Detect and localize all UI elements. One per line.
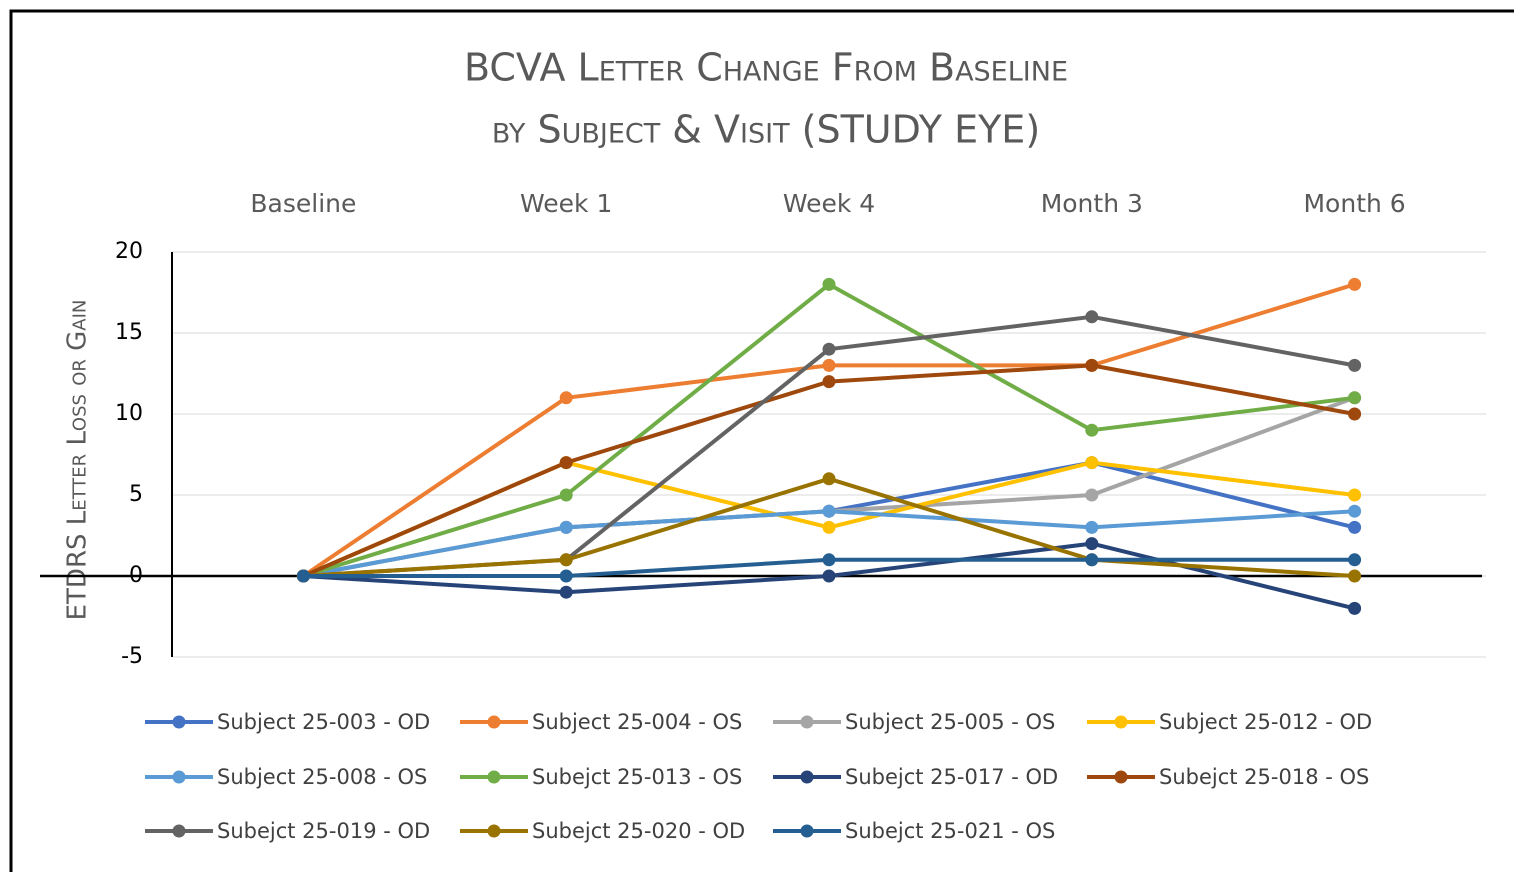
legend-marker <box>172 715 186 729</box>
chart-title: BCVA Letter Change From Baseline <box>464 46 1068 90</box>
data-point <box>1085 488 1099 502</box>
y-tick-label: 5 <box>129 482 143 507</box>
data-point <box>559 585 573 599</box>
legend-marker <box>172 770 186 784</box>
legend-label: Subject 25-012 - OD <box>1159 710 1372 734</box>
y-tick-label: 10 <box>115 401 143 426</box>
legend-label: Subject 25-003 - OD <box>217 710 430 734</box>
legend-marker <box>1114 715 1128 729</box>
y-tick-label: 20 <box>115 239 143 264</box>
data-point <box>1348 569 1362 583</box>
data-point <box>1085 423 1099 437</box>
legend-label: Subject 25-008 - OS <box>217 765 427 789</box>
data-point <box>822 504 836 518</box>
legend-label: Subject 25-004 - OS <box>532 710 742 734</box>
chart-border <box>9 9 1514 872</box>
legend-marker <box>487 715 501 729</box>
legend-marker <box>487 824 501 838</box>
y-axis-label: ETDRS Letter Loss or Gain <box>63 300 93 621</box>
data-point <box>559 488 573 502</box>
data-point <box>822 342 836 356</box>
data-point <box>296 569 310 583</box>
data-point <box>822 520 836 534</box>
legend-marker <box>800 824 814 838</box>
data-point <box>1085 310 1099 324</box>
legend-label: Subejct 25-017 - OD <box>845 765 1058 789</box>
y-tick-label: -5 <box>121 644 143 669</box>
data-point <box>1348 358 1362 372</box>
y-tick-label: 15 <box>115 320 143 345</box>
data-point <box>822 358 836 372</box>
data-point <box>1348 407 1362 421</box>
data-point <box>822 553 836 567</box>
legend-label: Subejct 25-021 - OS <box>845 819 1055 843</box>
legend-marker <box>800 770 814 784</box>
data-point <box>1348 520 1362 534</box>
data-point <box>559 520 573 534</box>
x-tick-label: Week 1 <box>520 189 612 218</box>
x-tick-label: Month 3 <box>1041 189 1143 218</box>
chart-subtitle: by Subject & Visit (STUDY EYE) <box>492 108 1040 152</box>
x-tick-label: Baseline <box>250 189 356 218</box>
x-tick-label: Month 6 <box>1303 189 1405 218</box>
legend-label: Subject 25-005 - OS <box>845 710 1055 734</box>
data-point <box>1085 537 1099 551</box>
data-point <box>1348 601 1362 615</box>
legend-label: Subejct 25-013 - OS <box>532 765 742 789</box>
data-point <box>822 277 836 291</box>
data-point <box>822 375 836 389</box>
x-tick-label: Week 4 <box>783 189 875 218</box>
legend-label: Subejct 25-019 - OD <box>217 819 430 843</box>
legend-label: Subejct 25-020 - OD <box>532 819 745 843</box>
legend-label: Subejct 25-018 - OS <box>1159 765 1369 789</box>
data-point <box>1085 520 1099 534</box>
data-point <box>559 391 573 405</box>
legend-marker <box>800 715 814 729</box>
data-point <box>1348 277 1362 291</box>
legend-marker <box>1114 770 1128 784</box>
data-point <box>1348 504 1362 518</box>
data-point <box>559 456 573 470</box>
data-point <box>1085 456 1099 470</box>
data-point <box>822 569 836 583</box>
data-point <box>559 553 573 567</box>
data-point <box>1348 553 1362 567</box>
data-point <box>1085 553 1099 567</box>
legend-marker <box>487 770 501 784</box>
data-point <box>559 569 573 583</box>
data-point <box>1348 391 1362 405</box>
data-point <box>1085 358 1099 372</box>
data-point <box>1348 488 1362 502</box>
data-point <box>822 472 836 486</box>
legend-marker <box>172 824 186 838</box>
